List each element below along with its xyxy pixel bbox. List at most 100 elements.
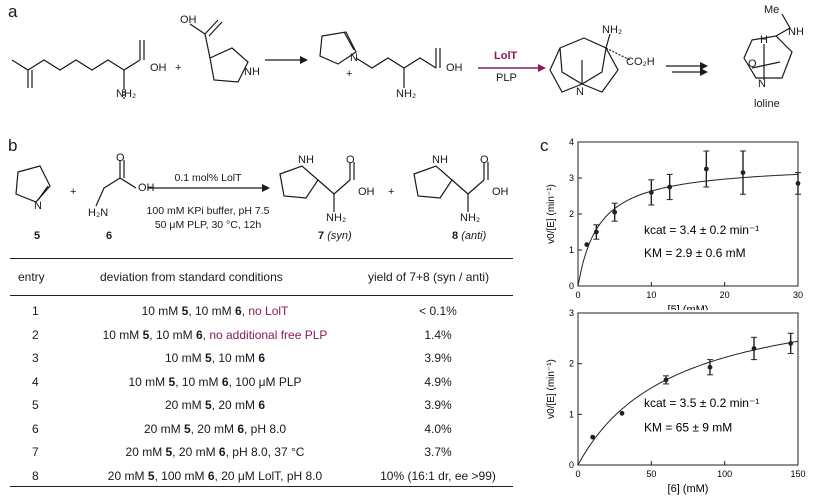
table-header: entry deviation from standard conditions… xyxy=(10,258,513,296)
h-label-loline: H xyxy=(760,34,768,46)
cell-entry: 5 xyxy=(32,398,39,412)
cell-entry: 3 xyxy=(32,351,39,365)
loline-name: loline xyxy=(754,98,780,110)
proline-ring xyxy=(209,47,249,83)
plus-sign-b2: + xyxy=(388,186,395,198)
plus-charge: + xyxy=(346,68,353,80)
cell-entry: 6 xyxy=(32,421,39,436)
nh-label-7: NH xyxy=(298,154,314,166)
product8-ring xyxy=(413,165,453,199)
panel-label-a: a xyxy=(8,2,18,21)
y-tick-label: 0 xyxy=(569,281,574,291)
h2n-label-6: H₂N xyxy=(88,207,109,219)
data-point xyxy=(740,170,746,175)
data-point xyxy=(584,242,590,247)
compound-7-number: 7 xyxy=(318,230,325,242)
header-yield: yield of 7+8 (syn / anti) xyxy=(368,270,490,284)
y-axis-label: v0/[E] (min⁻¹) xyxy=(546,184,557,244)
y-tick-label: 1 xyxy=(569,409,574,419)
data-point xyxy=(612,209,618,215)
me-label: Me xyxy=(764,4,780,16)
y-tick-label: 1 xyxy=(569,245,574,255)
compound-7-stereo: (syn) xyxy=(327,230,352,242)
header-entry: entry xyxy=(18,270,45,284)
kinetics-chart-6: 0 50 100 150 0 1 2 3 v0/[E] (min⁻¹) [6] (mM) kcat … xyxy=(546,308,806,495)
compound-8-stereo: (anti) xyxy=(461,230,487,242)
o-label-8: O xyxy=(480,154,489,166)
cell-entry: 2 xyxy=(32,327,39,342)
nh2-label-8: NH₂ xyxy=(460,212,481,224)
nh2-label-3: NH₂ xyxy=(602,24,623,36)
cell-yield: 3.7% xyxy=(424,445,452,459)
scheme-a xyxy=(11,13,793,100)
cell-deviation: 20 mM 5, 20 mM 6, pH 8.0, 37 °C xyxy=(125,445,305,459)
table-row: 2 10 mM 5, 10 mM 6, no additional free PL… xyxy=(10,324,513,348)
y-tick-label: 2 xyxy=(569,209,574,219)
cell-entry: 4 xyxy=(32,374,39,389)
panel-label-b: b xyxy=(8,136,18,155)
data-point xyxy=(667,184,673,190)
y-tick-label: 2 xyxy=(569,359,574,369)
pyrroline-ring xyxy=(15,165,51,203)
cell-yield: 4.9% xyxy=(424,374,452,389)
table-row: 7 20 mM 5, 20 mM 6, pH 8.0, 37 °C 3.7% xyxy=(10,441,513,465)
header-deviation: deviation from standard conditions xyxy=(100,270,283,284)
fit-curve xyxy=(577,340,799,466)
cell-deviation: 10 mM 5, 10 mM 6, no LolT xyxy=(141,304,289,318)
nh-label-loline: NH xyxy=(788,26,804,38)
cell-entry: 7 xyxy=(32,445,39,459)
compound-7-label: 7 (syn) xyxy=(318,230,352,242)
data-point xyxy=(707,364,713,370)
condition-buffer: 100 mM KPi buffer, pH 7.5 xyxy=(146,205,270,217)
cell-yield: < 0.1% xyxy=(419,304,457,318)
data-point xyxy=(703,166,709,172)
enzyme-label: LolT xyxy=(494,50,518,62)
nh-label-proline: NH xyxy=(244,66,260,78)
nh2-label-7: NH₂ xyxy=(326,212,347,224)
co2h-label: CO₂H xyxy=(626,56,655,68)
cell-deviation: 20 mM 5, 100 mM 6, 20 μM LolT, pH 8.0 xyxy=(107,468,323,483)
table-row: 4 10 mM 5, 10 mM 6, 100 μM PLP 4.9% xyxy=(10,371,513,395)
oh-label-2: OH xyxy=(446,62,463,74)
scheme-b xyxy=(15,160,489,212)
pyrrolizidine-core xyxy=(559,37,607,85)
x-tick-label: 10 xyxy=(646,290,656,300)
cell-entry: 8 xyxy=(32,468,39,483)
table-row: 6 20 mM 5, 20 mM 6, pH 8.0 4.0% xyxy=(10,418,513,442)
y-tick-label: 0 xyxy=(569,460,574,470)
iminium-ring xyxy=(319,31,357,65)
cell-yield: 1.4% xyxy=(424,327,452,342)
y-tick-label: 3 xyxy=(569,308,574,318)
panel-label-c: c xyxy=(540,136,549,155)
x-tick-label: 100 xyxy=(717,469,732,479)
data-point xyxy=(648,190,654,195)
cell-entry: 1 xyxy=(32,304,39,318)
plus-sign-b1: + xyxy=(70,186,77,198)
oh-label-6: OH xyxy=(138,182,155,194)
nh-label-8: NH xyxy=(432,154,448,166)
cell-yield: 10% (16:1 dr, ee >99) xyxy=(380,468,496,483)
data-point xyxy=(788,341,794,346)
km-annotation: KM = 65 ± 9 mM xyxy=(644,421,732,435)
table-row: 5 20 mM 5, 20 mM 6 3.9% xyxy=(10,394,513,418)
data-point xyxy=(593,229,599,235)
cell-deviation: 10 mM 5, 10 mM 6, no additional free PLP xyxy=(102,327,328,342)
plot-frame xyxy=(577,141,799,287)
cell-deviation: 10 mM 5, 10 mM 6, 100 μM PLP xyxy=(128,374,302,389)
n-label-product: N xyxy=(576,86,584,98)
plot-frame xyxy=(577,312,799,466)
x-tick-label: 0 xyxy=(575,469,580,479)
x-axis-label: [5] (mM) xyxy=(668,304,709,310)
table-row: 8 20 mM 5, 100 mM 6, 20 μM LolT, pH 8.0 10… xyxy=(10,465,513,489)
o-label-loline: O xyxy=(748,58,757,70)
compound-6-number: 6 xyxy=(106,230,113,242)
nh2-label-2: NH₂ xyxy=(396,88,417,100)
n-label-loline: N xyxy=(758,78,766,90)
kcat-annotation: kcat = 3.4 ± 0.2 min⁻¹ xyxy=(644,223,759,237)
cell-yield: 3.9% xyxy=(424,351,452,365)
x-tick-label: 0 xyxy=(575,290,580,300)
y-tick-label: 4 xyxy=(569,137,574,147)
n-plus-label: N xyxy=(350,52,358,64)
cell-yield: 4.0% xyxy=(424,421,452,436)
table-row: 3 10 mM 5, 10 mM 6 3.9% xyxy=(10,347,513,371)
